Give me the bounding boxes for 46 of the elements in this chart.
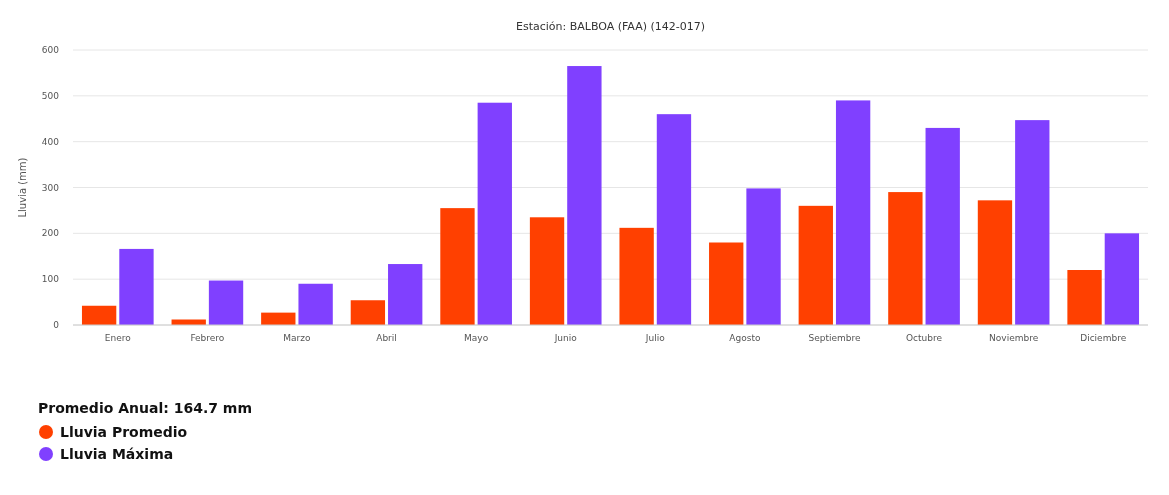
y-tick-label: 0 (53, 320, 60, 330)
bar (208, 280, 244, 325)
x-tick-label: Marzo (283, 333, 312, 343)
x-tick-label: Junio (553, 333, 578, 343)
bar (1067, 270, 1102, 325)
bar (1104, 233, 1140, 325)
x-tick-label: Agosto (729, 333, 761, 343)
y-tick-label: 600 (41, 45, 60, 55)
bar (567, 66, 602, 325)
bar (835, 100, 871, 325)
bar (977, 200, 1013, 325)
bar (619, 227, 654, 325)
bar (388, 264, 423, 325)
chart-title: Estación: BALBOA (FAA) (142-017) (515, 20, 706, 33)
y-tick-label: 500 (41, 90, 60, 101)
bar (529, 217, 565, 325)
x-tick-label: Mayo (464, 333, 489, 343)
bar (119, 248, 154, 325)
y-axis-title: Lluvia (mm) (17, 157, 28, 218)
bar (350, 300, 386, 325)
bar (298, 283, 333, 325)
x-tick-label: Diciembre (1080, 333, 1127, 343)
y-tick-label: 200 (41, 228, 60, 239)
x-tick-label: Julio (644, 333, 666, 343)
x-tick-label: Septiembre (808, 333, 861, 343)
x-tick-label: Enero (104, 333, 132, 343)
x-tick-label: Noviembre (989, 333, 1039, 343)
bar (1015, 120, 1050, 325)
y-tick-label: 400 (41, 136, 60, 147)
legend-label: Lluvia Máxima (60, 446, 174, 462)
x-tick-label: Octubre (906, 333, 943, 343)
y-tick-label: 300 (41, 182, 60, 193)
bar (925, 127, 960, 325)
bar (440, 208, 475, 325)
x-tick-label: Abril (376, 333, 397, 343)
bar (798, 205, 833, 325)
text: Promedio Anual: 164.7 mm (38, 400, 252, 416)
bar (709, 242, 744, 325)
legend-label: Lluvia Promedio (60, 424, 188, 440)
bar (477, 102, 512, 325)
bar (81, 305, 117, 325)
bar (746, 188, 781, 325)
bar (656, 114, 692, 325)
y-tick-label: 100 (41, 274, 60, 285)
bar (888, 192, 923, 325)
x-tick-label: Febrero (190, 333, 225, 343)
